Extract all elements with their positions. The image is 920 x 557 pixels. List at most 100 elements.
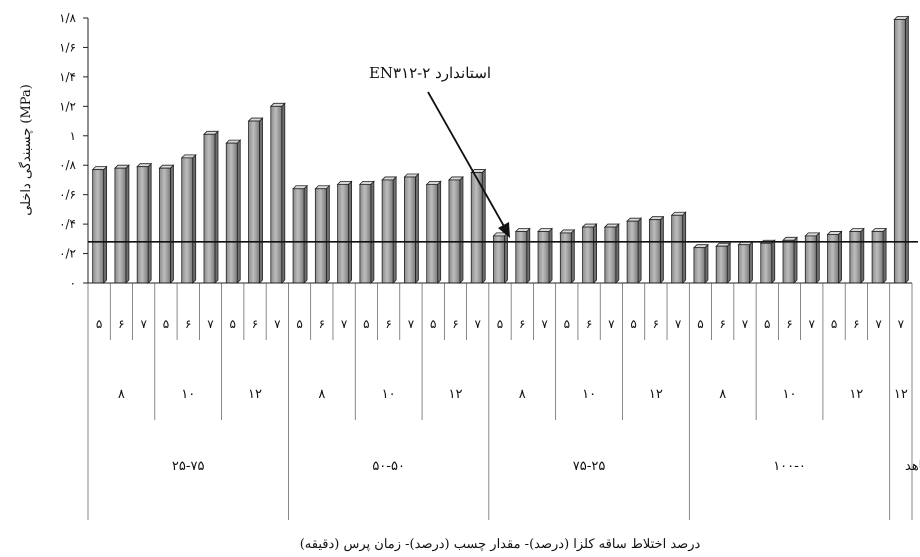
bar [247, 117, 264, 284]
x-tick-label: ۶ [385, 317, 391, 331]
glue-group-label: ۱۰ [382, 387, 396, 402]
mix-group-label: ۷۵-۲۵ [573, 459, 606, 474]
x-tick-label: ۷ [675, 317, 682, 331]
bar [113, 164, 130, 284]
x-tick-label: ۷ [742, 317, 749, 331]
x-tick-label: ۶ [319, 317, 325, 331]
x-tick-label: ۷ [898, 317, 905, 331]
y-axis-title: چسبندگی داخلی (MPa) [18, 84, 34, 216]
x-tick-label: ۵ [230, 317, 236, 331]
bar [269, 102, 286, 284]
glue-group-label: ۸ [318, 387, 325, 402]
bar [759, 239, 776, 284]
y-tick-label: ۱ [70, 129, 76, 143]
glue-group-label: ۸ [118, 387, 125, 402]
bar [537, 227, 554, 284]
y-tick-label: ۱/۲ [59, 99, 76, 113]
bar [871, 227, 888, 284]
glue-group-label: ۱۲ [894, 387, 908, 402]
x-tick-label: ۶ [519, 317, 525, 331]
bar [626, 217, 643, 284]
y-tick-label: ۰/۴ [59, 217, 76, 231]
x-tick-label: ۷ [341, 317, 348, 331]
x-tick-label: ۷ [274, 317, 281, 331]
bar [559, 228, 576, 284]
y-tick-label: ۰/۶ [59, 188, 76, 202]
glue-group-label: ۱۲ [849, 387, 863, 402]
bar [648, 215, 665, 284]
x-tick-label: ۶ [252, 317, 258, 331]
x-tick-label: ۵ [430, 317, 436, 331]
bar [826, 230, 843, 284]
bar [492, 231, 509, 284]
reference-arrow-shaft [427, 91, 506, 229]
reference-arrow-head [498, 222, 510, 238]
bar [447, 175, 464, 284]
x-tick-label: ۷ [140, 317, 147, 331]
bar [514, 227, 531, 284]
mix-group-label: ۱۰۰-۰ [773, 459, 806, 474]
x-tick-label: ۷ [809, 317, 816, 331]
x-tick-label: ۵ [163, 317, 169, 331]
bar [804, 231, 821, 284]
x-tick-label: ۶ [719, 317, 725, 331]
mix-group-label: ۲۵-۷۵ [172, 459, 205, 474]
bar [225, 139, 242, 284]
x-tick-label: ۶ [185, 317, 191, 331]
x-tick-label: ۷ [608, 317, 615, 331]
y-tick-label: ۰/۲ [59, 247, 76, 261]
y-tick-label: ۱/۴ [59, 70, 76, 84]
y-tick-label: ۰ [70, 276, 76, 290]
bar [893, 15, 910, 284]
x-tick-label: ۵ [697, 317, 703, 331]
bar [692, 243, 709, 284]
y-tick-label: ۰/۸ [59, 158, 76, 172]
x-tick-label: ۶ [586, 317, 592, 331]
x-tick-label: ۷ [475, 317, 482, 331]
y-tick-label: ۱/۸ [59, 11, 76, 25]
bar [358, 180, 375, 284]
bar [292, 184, 309, 284]
bar [314, 184, 331, 284]
x-tick-label: ۵ [831, 317, 837, 331]
bar [403, 173, 420, 284]
x-tick-label: ۵ [564, 317, 570, 331]
x-tick-label: ۶ [853, 317, 859, 331]
x-tick-label: ۷ [875, 317, 882, 331]
x-tick-label: ۶ [452, 317, 458, 331]
glue-group-label: ۸ [719, 387, 726, 402]
mix-group-label: ۵۰-۵۰ [372, 459, 405, 474]
bar [425, 180, 442, 284]
x-tick-label: ۵ [497, 317, 503, 331]
bar [470, 168, 487, 284]
glue-group-label: ۱۰ [582, 387, 596, 402]
y-tick-label: ۱/۶ [59, 40, 76, 54]
bar [670, 211, 687, 284]
x-tick-label: ۵ [363, 317, 369, 331]
bar [203, 130, 219, 284]
bar [336, 180, 353, 284]
x-tick-label: ۶ [118, 317, 124, 331]
glue-group-label: ۱۰ [181, 387, 195, 402]
glue-group-label: ۱۰ [783, 387, 797, 402]
reference-label: استاندارد EN۳۱۲-۲ [369, 64, 491, 82]
bar [782, 236, 798, 284]
x-tick-label: ۵ [630, 317, 636, 331]
x-tick-label: ۵ [764, 317, 770, 331]
x-tick-label: ۷ [207, 317, 214, 331]
x-tick-label: ۵ [296, 317, 302, 331]
glue-group-label: ۱۲ [248, 387, 262, 402]
x-tick-label: ۷ [541, 317, 548, 331]
bar [158, 164, 175, 284]
bar [848, 227, 865, 284]
bar [715, 242, 732, 284]
x-tick-label: ۵ [96, 317, 102, 331]
x-tick-label: ۷ [408, 317, 415, 331]
bar [603, 223, 620, 284]
x-tick-label: ۶ [653, 317, 659, 331]
glue-group-label: ۸ [519, 387, 526, 402]
bar [381, 175, 398, 284]
x-axis-title: درصد اختلاط ساقه کلزا (درصد)- مقدار چسب … [300, 537, 701, 552]
